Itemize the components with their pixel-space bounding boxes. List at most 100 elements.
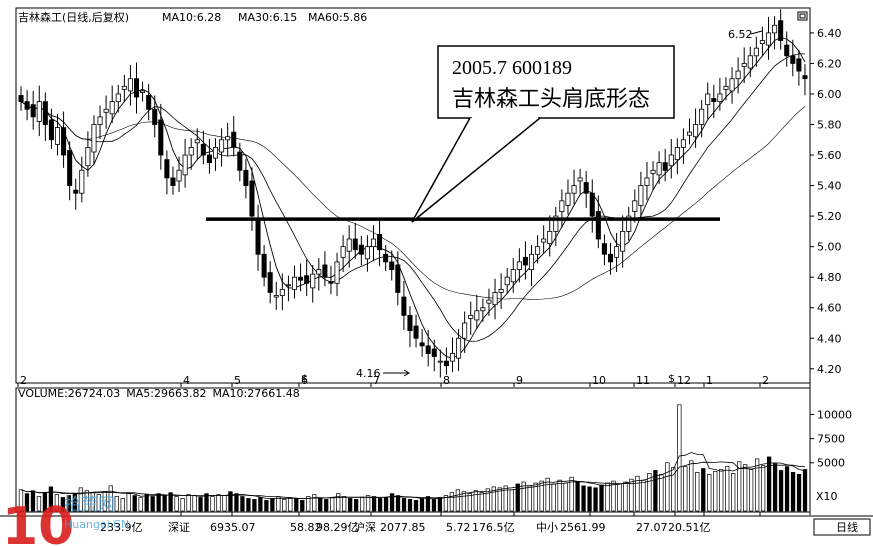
candle: [146, 95, 152, 110]
candle: [693, 124, 699, 138]
volume-bar: [683, 466, 688, 512]
volume-axis: 5000 7500 10000: [810, 408, 852, 470]
status-item: 2561.99: [560, 521, 606, 534]
volume-bar: [665, 462, 670, 512]
volume-bar: [575, 481, 580, 512]
volume-bar: [312, 494, 317, 512]
candle: [194, 139, 200, 144]
status-item: 20.51亿: [668, 521, 711, 534]
candle: [121, 85, 127, 90]
volume-bar: [216, 494, 221, 512]
annotation-line2: 吉林森工头肩底形态: [452, 86, 650, 111]
candle: [279, 288, 285, 296]
volume-bar: [180, 498, 185, 512]
volume-bar: [246, 498, 251, 512]
candle: [200, 143, 206, 156]
volume-bar: [533, 482, 538, 512]
volume-bar: [485, 488, 490, 512]
volume-bar: [36, 496, 42, 512]
volume-bar: [449, 492, 455, 512]
date-tick-label: 6: [301, 374, 308, 387]
candle: [158, 119, 164, 156]
candle: [48, 119, 54, 141]
candle: [528, 253, 535, 270]
candle: [541, 238, 547, 243]
candle: [753, 47, 759, 57]
price-tick-label: 5.60: [817, 149, 842, 162]
volume-bar: [802, 469, 808, 512]
date-tick-label: 2: [762, 374, 769, 387]
candle: [614, 246, 620, 258]
period-label[interactable]: 日线: [836, 520, 858, 534]
volume-bar: [443, 495, 449, 512]
volume-bar: [754, 458, 760, 512]
candle: [723, 85, 729, 90]
volume-bar: [306, 496, 311, 512]
candle: [346, 238, 352, 252]
candle: [802, 75, 808, 80]
candle: [437, 360, 443, 363]
status-item: 176.5亿: [472, 521, 515, 534]
volume-bar: [186, 494, 191, 512]
candle: [595, 211, 601, 240]
volume-bar: [581, 485, 586, 512]
volume-bar: [539, 480, 544, 512]
candle: [67, 150, 73, 186]
volume-bar: [778, 470, 784, 512]
status-item: 中小: [536, 521, 558, 534]
status-item: 深证: [168, 521, 190, 534]
candle: [741, 63, 747, 67]
volume-bar: [66, 495, 72, 512]
candle: [765, 32, 772, 46]
volume-bar: [719, 469, 724, 512]
volume-bar: [234, 493, 239, 512]
candle: [662, 162, 668, 171]
volume-bar: [108, 485, 113, 512]
restore-icon[interactable]: [797, 11, 808, 21]
candle: [225, 136, 231, 141]
period-tab[interactable]: [813, 518, 871, 536]
volume-bar: [24, 493, 30, 512]
volume-bar: [78, 487, 83, 512]
status-item: 沪深: [354, 520, 376, 534]
price-tick-label: 4.80: [817, 271, 842, 284]
price-tick-label: 6.00: [817, 88, 842, 101]
candle: [449, 353, 456, 362]
status-item: 27.07: [636, 521, 668, 534]
volume-bar: [737, 461, 742, 512]
volume-bar: [96, 494, 101, 512]
candle: [310, 273, 316, 289]
volume-bar: [126, 493, 131, 512]
volume-bar: [725, 466, 730, 512]
ma10-line: [20, 53, 805, 342]
volume-header: VOLUME:26724.03 MA5:29663.82 MA10:27661.48: [18, 387, 300, 400]
candle: [456, 337, 462, 359]
candle: [383, 253, 389, 263]
volume-bar: [252, 499, 257, 512]
candle: [364, 246, 370, 260]
candle: [231, 131, 237, 148]
volume-bar: [353, 499, 359, 512]
candle: [140, 90, 146, 93]
candle: [237, 151, 243, 171]
candle: [535, 246, 541, 255]
volume-bar: [258, 497, 263, 512]
candle: [243, 169, 249, 186]
candle: [389, 261, 395, 270]
candle: [772, 24, 778, 34]
volume-bar: [198, 497, 203, 512]
date-tick-label: 8: [443, 374, 450, 387]
price-tick-label: 4.40: [817, 332, 842, 345]
volume-bar: [401, 498, 407, 512]
candle: [656, 162, 662, 176]
date-tick-label: 2: [20, 374, 27, 387]
candle: [492, 292, 498, 306]
volume-bar: [497, 487, 502, 512]
volume-bar: [204, 493, 209, 512]
candle: [152, 108, 158, 125]
candle: [607, 253, 614, 263]
volume-bar: [623, 481, 628, 512]
date-tick-label: 11: [636, 374, 650, 387]
